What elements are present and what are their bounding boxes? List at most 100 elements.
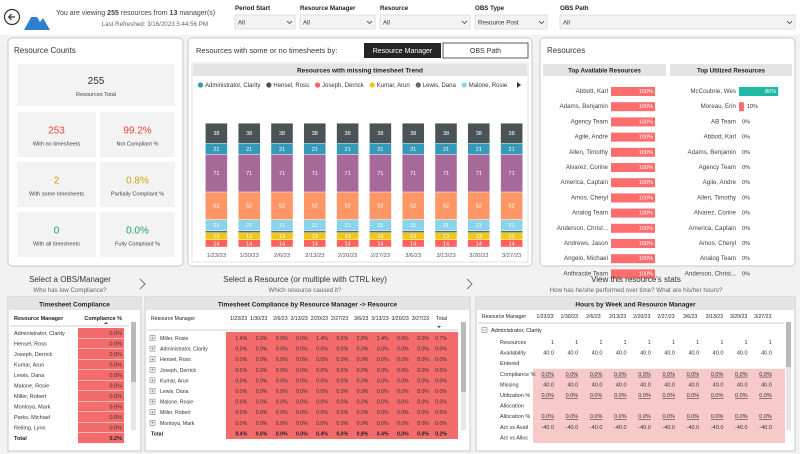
resource-name[interactable]: AB Team: [711, 118, 736, 125]
legend-next[interactable]: [517, 82, 521, 88]
row-label[interactable]: Joseph, Derrick: [14, 352, 52, 358]
row-label[interactable]: Miller, Rosie: [160, 336, 188, 342]
row-label[interactable]: Kumar, Arun: [14, 363, 44, 369]
row-label[interactable]: Hensel, Ross: [160, 357, 191, 363]
legend-label[interactable]: Joseph, Derrick: [322, 83, 365, 89]
dropdown-chevron[interactable]: [286, 20, 293, 25]
table-cell: [78, 391, 124, 401]
resource-name[interactable]: Allen, Timothy: [697, 194, 737, 201]
resource-name[interactable]: Alvarez, Corine: [694, 210, 737, 217]
expand-plus[interactable]: [151, 368, 154, 372]
scrollbar-thumb[interactable]: [131, 322, 136, 382]
resource-name[interactable]: Agile, Andre: [703, 179, 737, 186]
resource-name[interactable]: Agile, Andre: [575, 134, 609, 141]
legend-label[interactable]: Administrator, Clarity: [205, 83, 260, 89]
resource-name[interactable]: Amos, Cheryl: [571, 194, 608, 201]
toggle-button-active[interactable]: [364, 43, 441, 58]
legend-marker[interactable]: [461, 82, 467, 88]
resource-name[interactable]: Andrews, Jason: [564, 240, 609, 247]
toggle-button-label[interactable]: Resource Manager: [373, 48, 433, 55]
resource-name[interactable]: Abbott, Karl: [704, 134, 736, 141]
resource-name[interactable]: Analog Team: [700, 255, 736, 262]
expand-plus[interactable]: [151, 421, 154, 425]
resource-name[interactable]: Analog Team: [572, 210, 608, 217]
filter-dropdown[interactable]: [559, 14, 796, 30]
toggle-button[interactable]: [442, 42, 529, 59]
filter-value[interactable]: All: [563, 20, 570, 27]
kpi-value: 255: [88, 76, 105, 87]
legend-marker[interactable]: [266, 82, 272, 88]
resource-name[interactable]: Allen, Timothy: [569, 149, 609, 156]
filter-dropdown[interactable]: [474, 14, 548, 30]
resource-name[interactable]: Adams, Benjamin: [688, 149, 737, 156]
expand-plus[interactable]: [151, 378, 154, 382]
resource-name[interactable]: Abbott, Karl: [576, 88, 608, 95]
resource-name[interactable]: Agency Team: [571, 118, 608, 125]
filter-dropdown[interactable]: [234, 14, 296, 30]
row-label[interactable]: Lewis, Dana: [14, 373, 45, 379]
filter-value[interactable]: All: [383, 20, 390, 27]
row-label[interactable]: Malone, Rosie: [160, 400, 193, 406]
dropdown-chevron[interactable]: [366, 20, 373, 25]
cell-value: 1: [575, 340, 578, 346]
row-label[interactable]: Hensel, Ross: [14, 342, 47, 348]
filter-value[interactable]: All: [238, 20, 245, 27]
scrollbar-thumb[interactable]: [786, 322, 791, 367]
dropdown-chevron[interactable]: [461, 20, 468, 25]
resource-name[interactable]: Agency Team: [699, 164, 736, 171]
row-label[interactable]: Administrator, Clarity: [14, 331, 65, 337]
sort-caret[interactable]: [104, 322, 108, 324]
legend-label[interactable]: Kumar, Arun: [377, 83, 410, 89]
scrollbar[interactable]: [786, 322, 791, 430]
group-label[interactable]: Administrator, Clarity: [491, 328, 542, 334]
row-label[interactable]: Reiling, Lynn: [14, 426, 46, 432]
sort-caret[interactable]: [437, 326, 441, 328]
resource-name[interactable]: Adams, Benjamin: [560, 103, 609, 110]
scrollbar-thumb[interactable]: [461, 322, 466, 392]
resource-name[interactable]: Moreau, Erin: [701, 103, 737, 110]
row-label[interactable]: Parks, Michael: [14, 415, 50, 421]
legend-label[interactable]: Malone, Rosie: [469, 83, 508, 89]
resource-name[interactable]: Angelo, Michael: [564, 255, 608, 262]
resource-name[interactable]: Anderson, Christ...: [685, 270, 737, 277]
expand-plus[interactable]: [151, 347, 154, 351]
cell-value: 40.0: [688, 382, 699, 388]
resource-name[interactable]: Alvarez, Corine: [566, 164, 609, 171]
row-label[interactable]: Joseph, Derrick: [160, 368, 196, 374]
back-arrow[interactable]: [7, 13, 15, 21]
row-label[interactable]: Administrator, Clarity: [160, 347, 208, 353]
resource-name[interactable]: America, Captain: [561, 179, 609, 186]
filter-value[interactable]: Resource Post: [478, 20, 519, 27]
back-button[interactable]: [3, 8, 21, 26]
row-label[interactable]: Miller, Robert: [14, 394, 47, 400]
legend-label[interactable]: Hensel, Ross: [273, 83, 309, 89]
filter-dropdown[interactable]: [379, 14, 471, 30]
dropdown-chevron[interactable]: [786, 20, 793, 25]
expand-plus[interactable]: [151, 400, 154, 404]
toggle-button-label[interactable]: OBS Path: [470, 48, 501, 55]
legend-marker[interactable]: [314, 82, 321, 88]
filter-dropdown[interactable]: [299, 14, 376, 30]
row-label[interactable]: Montoya, Mark: [14, 405, 51, 411]
expand-plus[interactable]: [151, 336, 154, 340]
legend-marker[interactable]: [369, 82, 375, 88]
legend-marker[interactable]: [415, 82, 421, 88]
row-label[interactable]: Malone, Rosie: [14, 384, 49, 390]
resource-name[interactable]: Anderson, Christ...: [557, 225, 609, 232]
row-label[interactable]: Kumar, Arun: [160, 378, 189, 384]
dropdown-chevron[interactable]: [538, 20, 545, 25]
legend-label[interactable]: Lewis, Dana: [423, 83, 457, 89]
legend-marker[interactable]: [197, 82, 204, 88]
filter-value[interactable]: All: [303, 20, 310, 27]
resource-name[interactable]: America, Captain: [689, 225, 737, 232]
expand-plus[interactable]: [151, 357, 154, 361]
cell-value: 0.0%: [397, 357, 409, 363]
resource-name[interactable]: Anthracite Team: [563, 270, 608, 277]
expand-plus[interactable]: [151, 410, 154, 414]
row-label[interactable]: Miller, Robert: [160, 410, 191, 416]
row-label[interactable]: Lewis, Dana: [160, 389, 189, 395]
resource-name[interactable]: McCoubrie, Wes: [690, 88, 736, 95]
expand-plus[interactable]: [151, 389, 154, 393]
row-label[interactable]: Montoya, Mark: [160, 421, 195, 427]
resource-name[interactable]: Amos, Cheryl: [699, 240, 736, 247]
